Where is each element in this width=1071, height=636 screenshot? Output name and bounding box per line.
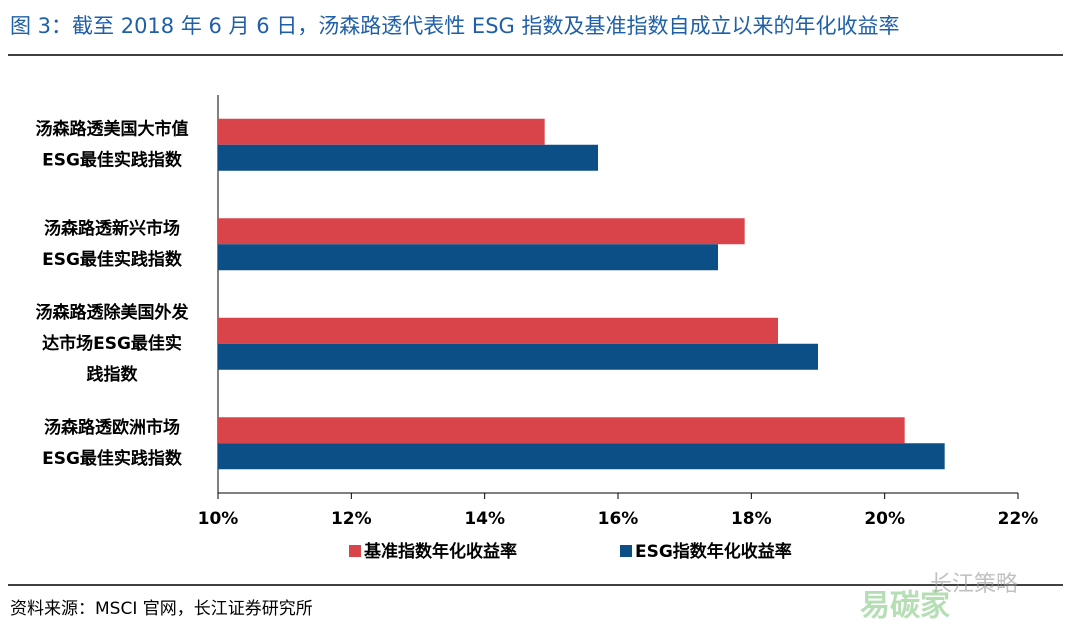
watermark: 长江策略 bbox=[930, 572, 1018, 597]
legend-label: 基准指数年化收益率 bbox=[363, 541, 517, 562]
bar bbox=[218, 443, 945, 470]
bar bbox=[218, 417, 905, 444]
x-tick-label: 10% bbox=[198, 509, 239, 529]
bar bbox=[218, 244, 718, 271]
x-tick-label: 12% bbox=[331, 509, 372, 529]
bar bbox=[218, 218, 745, 245]
bar bbox=[218, 343, 818, 370]
x-tick-label: 22% bbox=[998, 509, 1039, 529]
bar bbox=[218, 118, 545, 145]
bar bbox=[218, 317, 778, 344]
y-tick-label: 汤森路透新兴市场 ESG最佳实践指数 bbox=[42, 218, 183, 270]
y-tick-label: 汤森路透美国大市值 ESG最佳实践指数 bbox=[36, 118, 189, 170]
y-tick-label: 汤森路透除美国外发达市场ESG最佳实践指数 bbox=[36, 302, 190, 385]
x-tick-label: 14% bbox=[464, 509, 505, 529]
watermark: 易碳家 bbox=[860, 589, 950, 624]
legend-swatch bbox=[620, 545, 632, 557]
x-tick-label: 16% bbox=[598, 509, 639, 529]
chart-title: 图 3：截至 2018 年 6 月 6 日，汤森路透代表性 ESG 指数及基准指… bbox=[10, 14, 899, 38]
x-tick-label: 18% bbox=[731, 509, 772, 529]
legend-swatch bbox=[349, 545, 361, 557]
x-tick-label: 20% bbox=[864, 509, 905, 529]
source: 资料来源：MSCI 官网，长江证券研究所 bbox=[10, 599, 313, 619]
bar bbox=[218, 144, 598, 171]
y-tick-label: 汤森路透欧洲市场 ESG最佳实践指数 bbox=[42, 417, 183, 469]
legend-label: ESG指数年化收益率 bbox=[635, 541, 792, 562]
